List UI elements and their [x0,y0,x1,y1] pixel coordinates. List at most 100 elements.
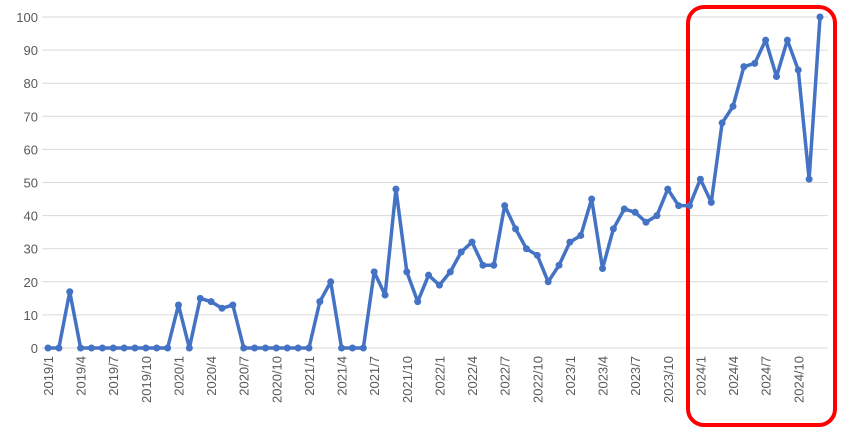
data-point [359,344,367,352]
data-point [196,294,204,302]
data-point [435,281,443,289]
data-point [98,344,106,352]
y-tick-label: 60 [24,142,38,157]
data-point [131,344,139,352]
data-point [174,301,182,309]
x-tick-label: 2024/10 [791,356,806,403]
data-point [66,288,74,296]
data-point [414,298,422,306]
x-tick-label: 2020/1 [171,356,186,396]
x-tick-label: 2022/1 [432,356,447,396]
x-tick-label: 2019/7 [106,356,121,396]
data-point [348,344,356,352]
x-tick-label: 2019/4 [74,356,89,396]
data-point [512,225,520,233]
data-point [490,261,498,269]
data-point [468,238,476,246]
x-tick-label: 2023/4 [596,356,611,396]
highlight-box [686,5,837,427]
data-point [283,344,291,352]
y-tick-label: 40 [24,209,38,224]
data-point [816,13,824,21]
data-point [501,202,509,210]
data-point [675,202,683,210]
data-point [566,238,574,246]
x-tick-label: 2020/4 [204,356,219,396]
x-tick-label: 2024/1 [693,356,708,396]
data-point [251,344,259,352]
data-point [370,268,378,276]
x-tick-label: 2022/7 [498,356,513,396]
data-point [446,268,454,276]
data-point [316,298,324,306]
data-point [773,73,781,81]
data-point [642,218,650,226]
y-tick-label: 50 [24,176,38,191]
data-point [783,36,791,44]
data-point [229,301,237,309]
data-point [338,344,346,352]
data-point [740,63,748,71]
data-point [457,248,465,256]
data-point [240,344,248,352]
data-point [555,261,563,269]
x-tick-label: 2021/4 [335,356,350,396]
y-tick-label: 100 [16,10,38,25]
y-tick-label: 20 [24,275,38,290]
y-tick-label: 0 [31,341,38,356]
x-tick-label: 2024/7 [759,356,774,396]
data-point [664,185,672,193]
data-point [577,231,585,239]
data-point [77,344,85,352]
data-point [805,175,813,183]
data-point [588,195,596,203]
data-point [620,205,628,213]
data-point [653,212,661,220]
data-point [686,202,694,210]
data-point [762,36,770,44]
data-point [218,304,226,312]
y-tick-label: 70 [24,109,38,124]
data-point [479,261,487,269]
y-tick-label: 10 [24,308,38,323]
data-point [153,344,161,352]
data-point [207,298,215,306]
data-point [327,278,335,286]
data-point [696,175,704,183]
data-point [609,225,617,233]
data-line [48,16,822,350]
data-point [707,198,715,206]
data-point [522,245,530,253]
data-point [294,344,302,352]
y-tick-label: 30 [24,242,38,257]
x-tick-label: 2020/7 [237,356,252,396]
data-point [185,344,193,352]
data-point [87,344,95,352]
x-tick-label: 2019/10 [139,356,154,403]
x-tick-label: 2019/1 [41,356,56,396]
x-tick-label: 2023/1 [563,356,578,396]
data-point [55,344,63,352]
data-point [109,344,117,352]
x-tick-label: 2023/7 [628,356,643,396]
data-point [729,102,737,110]
data-point [631,208,639,216]
x-tick-label: 2023/10 [661,356,676,403]
y-tick-label: 90 [24,43,38,58]
x-tick-label: 2024/4 [726,356,741,396]
data-point [305,344,313,352]
data-point [44,344,52,352]
x-tick-label: 2021/10 [400,356,415,403]
data-point [142,344,150,352]
data-point [751,59,759,67]
data-point [403,268,411,276]
data-point [599,265,607,273]
data-point [261,344,269,352]
y-tick-label: 80 [24,76,38,91]
x-tick-label: 2021/7 [367,356,382,396]
data-point [392,185,400,193]
data-point [544,278,552,286]
data-point [381,291,389,299]
data-point [164,344,172,352]
